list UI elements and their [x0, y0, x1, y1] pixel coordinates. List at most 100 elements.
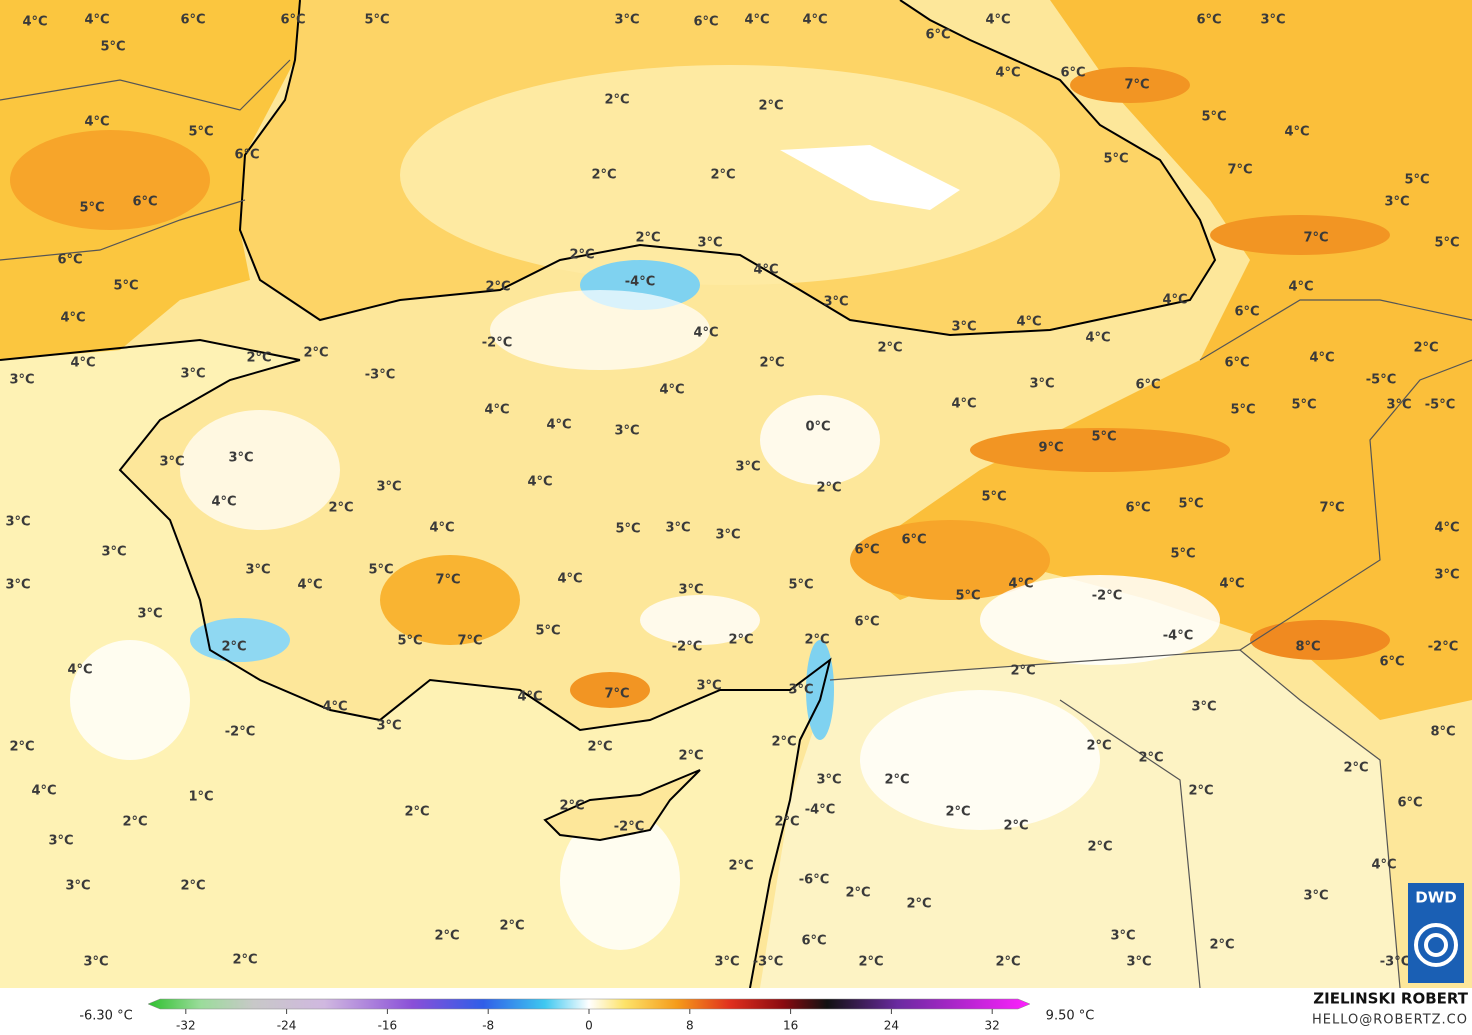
temperature-label: 3°C — [83, 955, 108, 970]
temperature-label: 4°C — [995, 66, 1020, 81]
temperature-label: 4°C — [70, 356, 95, 371]
temperature-label: 5°C — [79, 201, 104, 216]
black-sea-interior — [400, 65, 1060, 285]
temperature-label: 8°C — [1430, 725, 1455, 740]
temperature-label: 2°C — [945, 805, 970, 820]
temperature-label: 3°C — [101, 545, 126, 560]
temperature-label: 3°C — [48, 834, 73, 849]
colorbar-ticks: -32 -24 -16 -8 0 8 16 24 32 — [176, 1009, 1000, 1033]
temperature-label: 6°C — [280, 13, 305, 28]
author: ZIELINSKI ROBERT — [1313, 990, 1468, 1008]
temperature-label: 3°C — [1110, 929, 1135, 944]
temperature-label: 4°C — [211, 495, 236, 510]
temperature-label: -3°C — [365, 368, 395, 383]
map — [0, 0, 1472, 989]
temperature-label: 2°C — [328, 501, 353, 516]
temperature-label: -4°C — [1163, 629, 1193, 644]
temperature-label: 5°C — [535, 624, 560, 639]
temperature-label: 2°C — [771, 735, 796, 750]
temperature-label: 2°C — [728, 859, 753, 874]
temperature-label: 2°C — [995, 955, 1020, 970]
temperature-label: 3°C — [715, 528, 740, 543]
temperature-label: 2°C — [1343, 761, 1368, 776]
temperature-label: 3°C — [823, 295, 848, 310]
temperature-label: 6°C — [1224, 356, 1249, 371]
colorbar-tick-label: 0 — [585, 1019, 593, 1033]
temperature-label: 4°C — [31, 784, 56, 799]
temperature-label: -3°C — [753, 955, 783, 970]
temperature-label: 3°C — [376, 480, 401, 495]
temperature-label: -2°C — [1428, 640, 1458, 655]
temperature-label: 3°C — [5, 515, 30, 530]
temperature-label: 4°C — [1085, 331, 1110, 346]
colorbar-tick-label: 16 — [783, 1019, 798, 1033]
cool-patch — [980, 575, 1220, 665]
temperature-label: 2°C — [877, 341, 902, 356]
warm-band — [10, 130, 210, 230]
warm-band — [1250, 620, 1390, 660]
temperature-label: 2°C — [1209, 938, 1234, 953]
temperature-label: 7°C — [604, 687, 629, 702]
temperature-label: 2°C — [816, 481, 841, 496]
cool-patch — [70, 640, 190, 760]
temperature-label: -2°C — [225, 725, 255, 740]
temperature-label: 4°C — [1219, 577, 1244, 592]
temperature-label: 2°C — [434, 929, 459, 944]
temperature-label: 2°C — [858, 955, 883, 970]
temperature-label: 5°C — [615, 522, 640, 537]
temperature-label: 5°C — [1103, 152, 1128, 167]
warm-band — [570, 672, 650, 708]
temperature-label: 6°C — [801, 934, 826, 949]
temperature-label: 2°C — [759, 356, 784, 371]
temperature-label: 3°C — [1029, 377, 1054, 392]
temperature-label: 5°C — [397, 634, 422, 649]
temperature-label: 4°C — [951, 397, 976, 412]
temperature-label: 6°C — [854, 543, 879, 558]
border — [1239, 359, 1472, 651]
border — [0, 59, 291, 111]
temperature-label: -4°C — [625, 275, 655, 290]
temperature-label: 3°C — [714, 955, 739, 970]
temperature-label: 2°C — [303, 346, 328, 361]
temperature-label: 2°C — [728, 633, 753, 648]
warm-band — [380, 555, 520, 645]
temperature-label: 2°C — [710, 168, 735, 183]
temperature-label: 6°C — [234, 148, 259, 163]
temperature-label: 2°C — [591, 168, 616, 183]
temperature-label: 4°C — [527, 475, 552, 490]
temperature-label: 2°C — [485, 280, 510, 295]
temperature-label: 6°C — [1234, 305, 1259, 320]
legend-max: 9.50 °C — [1046, 1009, 1095, 1024]
temperature-label: 3°C — [696, 679, 721, 694]
temperature-label: 2°C — [587, 740, 612, 755]
cool-patch — [860, 690, 1100, 830]
colorbar-tick-label: -32 — [176, 1019, 196, 1033]
temperature-label: 4°C — [297, 578, 322, 593]
temperature-label: 2°C — [884, 773, 909, 788]
colorbar-tick-label: -8 — [482, 1019, 494, 1033]
temperature-label: 2°C — [559, 799, 584, 814]
temperature-label: -5°C — [1425, 398, 1455, 413]
temperature-label: 6°C — [925, 28, 950, 43]
temperature-label: 2°C — [845, 886, 870, 901]
temperature-label: 2°C — [635, 231, 660, 246]
temperature-label: 4°C — [1371, 858, 1396, 873]
temperature-label: 4°C — [659, 383, 684, 398]
temperature-label: 2°C — [1003, 819, 1028, 834]
dwd-logo: DWD — [1408, 883, 1464, 983]
temperature-label: 7°C — [457, 634, 482, 649]
cool-patch — [180, 410, 340, 530]
temperature-label: 4°C — [484, 403, 509, 418]
temperature-label: 3°C — [697, 236, 722, 251]
temperature-label: 6°C — [1379, 655, 1404, 670]
temperature-label: 7°C — [1124, 78, 1149, 93]
warm-band — [1210, 215, 1390, 255]
temperature-label: 5°C — [100, 40, 125, 55]
temperature-label: 4°C — [985, 13, 1010, 28]
border — [829, 649, 1401, 989]
logo-text: DWD — [1415, 889, 1456, 907]
temperature-label: 2°C — [678, 749, 703, 764]
temperature-label: 4°C — [84, 115, 109, 130]
temperature-label: 1°C — [188, 790, 213, 805]
temperature-label: 4°C — [546, 418, 571, 433]
